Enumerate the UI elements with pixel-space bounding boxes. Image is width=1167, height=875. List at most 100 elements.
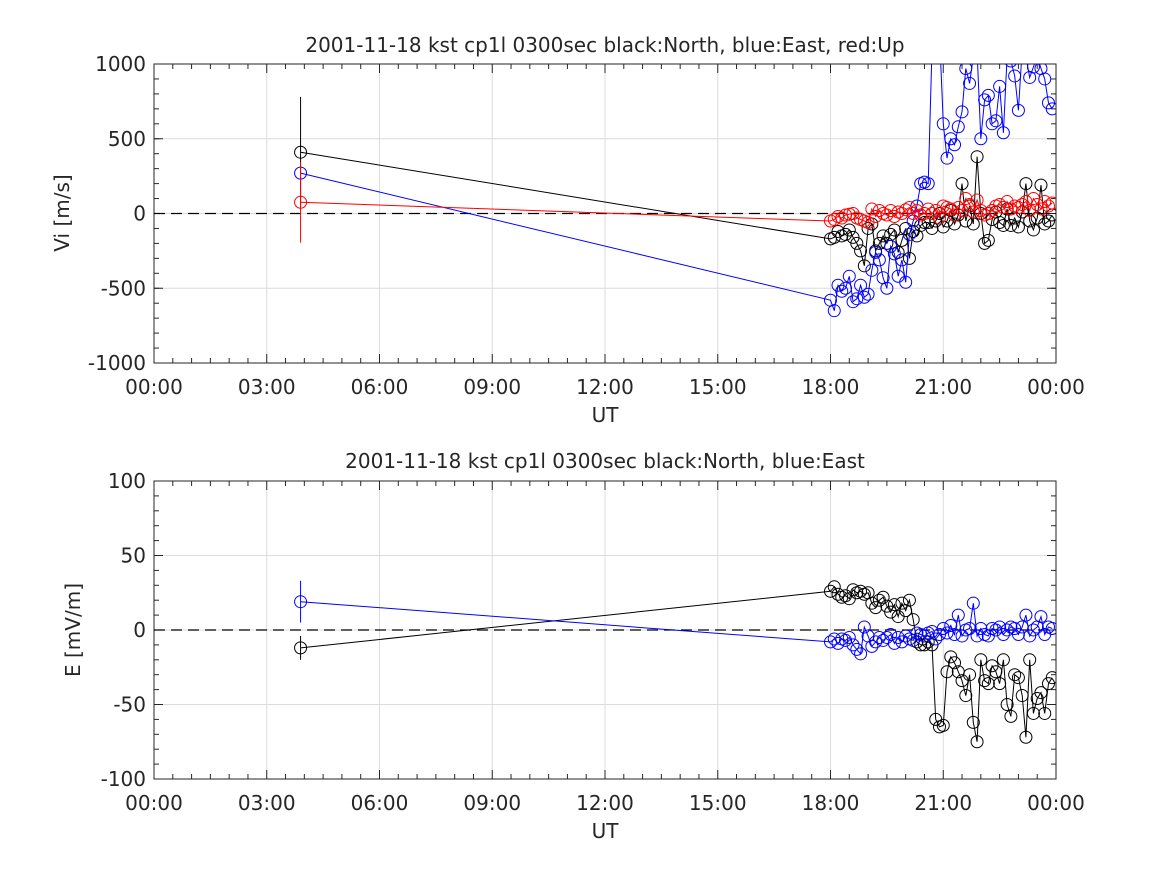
data-point [951, 608, 965, 622]
data-point [966, 596, 980, 610]
data-point [846, 638, 860, 652]
data-area [294, 36, 1056, 318]
data-point [981, 233, 995, 247]
data-point [1008, 69, 1022, 83]
data-point [895, 253, 909, 267]
data-point [1034, 202, 1048, 216]
data-point [971, 46, 983, 58]
data-point [974, 132, 988, 146]
x-tick-label: 09:00 [463, 791, 521, 815]
series-1 [294, 580, 1056, 661]
data-point [993, 677, 1007, 691]
data-point [1019, 730, 1033, 744]
data-point [914, 638, 928, 652]
data-point [846, 583, 860, 597]
data-point [857, 620, 871, 634]
data-point [996, 126, 1010, 140]
data-point [929, 632, 943, 646]
data-point [1015, 689, 1029, 703]
data-point [1026, 64, 1040, 74]
series-line [300, 197, 1053, 224]
data-point [1004, 709, 1018, 723]
data-point [966, 715, 980, 729]
data-point [876, 590, 890, 604]
data-point [978, 93, 992, 107]
data-point [857, 290, 871, 304]
data-point [940, 626, 954, 640]
data-point [1023, 214, 1037, 228]
data-point [921, 202, 935, 216]
data-point [1016, 43, 1028, 55]
data-point [948, 656, 962, 670]
data-point [1011, 103, 1025, 117]
data-point [294, 641, 308, 655]
data-point [1019, 177, 1033, 191]
data-point [996, 218, 1010, 232]
data-point [831, 224, 845, 238]
data-point [887, 223, 901, 237]
data-point [940, 665, 954, 679]
data-point [842, 223, 856, 237]
data-point [948, 208, 962, 222]
x-tick-label: 21:00 [914, 375, 972, 399]
data-point [891, 630, 905, 644]
data-point [854, 584, 868, 598]
data-point [1031, 51, 1043, 63]
data-point [1008, 668, 1022, 682]
x-tick-label: 09:00 [463, 375, 521, 399]
data-point [906, 207, 920, 220]
data-point [880, 281, 894, 295]
data-point [932, 211, 946, 225]
data-point [955, 105, 969, 119]
data-point [869, 601, 883, 615]
data-point [850, 642, 864, 656]
data-point [854, 244, 868, 258]
data-point [1045, 671, 1056, 685]
data-point [996, 627, 1010, 641]
data-point [981, 207, 995, 220]
x-tick-label: 18:00 [802, 375, 860, 399]
data-point [1000, 623, 1014, 637]
data-point [970, 629, 984, 643]
x-tick-label: 15:00 [689, 791, 747, 815]
data-point [989, 623, 1003, 637]
data-point [1026, 223, 1040, 237]
data-point [839, 281, 853, 295]
series-0 [294, 96, 1056, 273]
data-point [842, 630, 856, 644]
series-0 [294, 580, 1056, 749]
data-point [854, 647, 868, 661]
data-point [880, 236, 894, 250]
y-tick-label: -50 [113, 693, 146, 717]
data-point [930, 36, 942, 48]
y-axis-label: Vi [m/s] [50, 174, 74, 251]
data-point [895, 596, 909, 610]
data-point [1011, 220, 1025, 234]
data-point [981, 88, 995, 102]
data-point [827, 632, 841, 646]
data-point [926, 43, 938, 55]
data-point [1045, 196, 1056, 210]
data-point [993, 620, 1007, 634]
data-point [970, 150, 984, 164]
data-point [951, 120, 965, 134]
x-tick-label: 15:00 [689, 375, 747, 399]
data-point [1026, 706, 1040, 720]
data-point [902, 227, 916, 241]
data-point [861, 287, 875, 301]
series-line [300, 151, 1053, 266]
data-point [854, 278, 868, 292]
data-point [993, 198, 1007, 212]
data-point [1001, 51, 1013, 63]
data-point [1000, 698, 1014, 711]
data-point [974, 204, 988, 218]
x-axis-label: UT [592, 403, 620, 427]
data-point [824, 584, 837, 598]
data-point [981, 677, 995, 691]
x-tick-label: 12:00 [576, 375, 634, 399]
x-tick-label: 00:00 [125, 375, 183, 399]
electric-field-chart: 2001-11-18 kst cp1l 0300sec black:North,… [61, 449, 1085, 843]
data-point [899, 203, 913, 217]
x-tick-label: 00:00 [1027, 791, 1085, 815]
